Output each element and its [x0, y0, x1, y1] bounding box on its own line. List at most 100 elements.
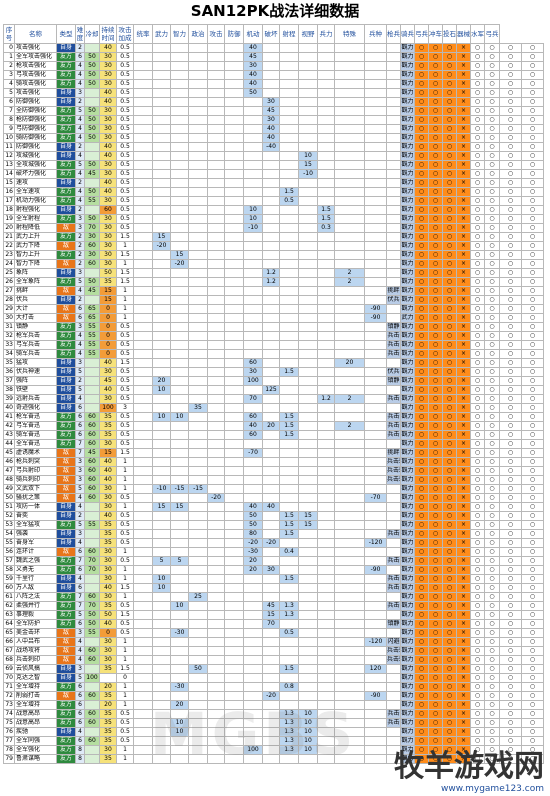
table-cell: 55 [84, 520, 100, 530]
table-cell: 兵击刺印 [386, 475, 401, 485]
table-cell: 30 [99, 196, 117, 206]
table-cell: ○ [484, 187, 500, 197]
table-cell: 18 [3, 205, 15, 215]
table-cell [207, 646, 225, 656]
table-cell [152, 421, 171, 431]
table-cell [133, 250, 153, 260]
table-cell [152, 43, 171, 53]
table-row: 22 武力下降敌 2 60 30 1 -20 觀力 ○ ○ ○ × ○ ○ ○ ○ [3, 241, 544, 251]
table-cell [317, 547, 335, 557]
table-cell [334, 520, 365, 530]
table-cell: 弓军奋迅 [14, 421, 57, 431]
table-cell [364, 421, 387, 431]
table-cell: 0 [99, 340, 117, 350]
table-cell: 4 [75, 133, 85, 143]
table-cell [170, 457, 189, 467]
header-row: 序号 名称 类型 难度 冷却 持续时间 攻击加成 统率 武力 智力 政治 攻击 防御 机动 破坏 射程 视野 兵力… [3, 24, 544, 44]
table-cell: ○ [414, 349, 429, 359]
table-cell [298, 349, 318, 359]
table-cell: ○ [484, 304, 500, 314]
table-cell: ○ [442, 259, 457, 269]
table-cell [188, 682, 208, 692]
table-cell [334, 97, 365, 107]
table-cell: ○ [521, 619, 544, 629]
table-cell: ○ [521, 655, 544, 665]
table-cell: ○ [414, 124, 429, 134]
table-cell: ○ [414, 538, 429, 548]
table-cell [133, 376, 153, 386]
table-row: 42 弓军奋迅 友方 6 60 35 0.5 40 20 1.5 2 兵击 觀力 ○ ○ ○ × ○ ○ ○ ○ [3, 421, 544, 431]
table-cell [133, 502, 153, 512]
table-cell: 3 [75, 475, 85, 485]
table-cell: ○ [442, 232, 457, 242]
table-cell [152, 520, 171, 530]
table-cell [279, 502, 299, 512]
table-cell: ○ [470, 601, 485, 611]
table-cell: ○ [484, 529, 500, 539]
table-cell [243, 475, 263, 485]
table-cell: 60 [84, 259, 100, 269]
table-cell: ○ [521, 313, 544, 323]
table-cell: ○ [470, 619, 485, 629]
table-cell [152, 628, 171, 638]
table-cell: 30 [99, 394, 117, 404]
table-cell: 觀力 [400, 151, 415, 161]
table-cell [133, 349, 153, 359]
table-cell [207, 322, 225, 332]
table-cell: ○ [442, 214, 457, 224]
column-header: 破坏 [262, 24, 280, 44]
table-cell [243, 259, 263, 269]
table-cell: ○ [442, 619, 457, 629]
table-cell: ○ [499, 637, 522, 647]
table-cell [262, 187, 280, 197]
table-cell: 30 [99, 367, 117, 377]
table-cell [152, 394, 171, 404]
table-cell: 觀力 [400, 628, 415, 638]
table-cell: 100 [84, 673, 100, 683]
table-cell [152, 592, 171, 602]
table-cell: 全军射程 [14, 214, 57, 224]
table-cell: ○ [414, 565, 429, 575]
table-cell: 40 [99, 466, 117, 476]
table-cell: 0.5 [116, 727, 134, 737]
table-cell: 兵击 [386, 718, 401, 728]
table-cell [243, 106, 263, 116]
table-cell: ○ [414, 592, 429, 602]
table-cell: ○ [428, 304, 443, 314]
table-cell [364, 196, 387, 206]
table-cell: ○ [442, 250, 457, 260]
table-cell [152, 601, 171, 611]
table-cell [152, 538, 171, 548]
table-cell: 3 [75, 88, 85, 98]
table-cell [364, 124, 387, 134]
table-cell [224, 448, 244, 458]
table-cell: ○ [499, 295, 522, 305]
table-cell: ○ [484, 403, 500, 413]
table-cell: ○ [428, 151, 443, 161]
table-cell: 57 [3, 556, 15, 566]
table-cell: ○ [499, 151, 522, 161]
table-cell: ○ [499, 214, 522, 224]
table-cell [262, 160, 280, 170]
table-cell [133, 520, 153, 530]
table-cell: 41 [3, 412, 15, 422]
table-cell: 15 [152, 502, 171, 512]
table-cell [152, 259, 171, 269]
table-cell: ○ [470, 97, 485, 107]
table-cell [298, 610, 318, 620]
table-cell [262, 655, 280, 665]
table-cell: 0.5 [116, 169, 134, 179]
table-cell [386, 79, 401, 89]
table-cell: 兵击 [386, 421, 401, 431]
table-cell [364, 574, 387, 584]
table-cell: ○ [442, 97, 457, 107]
table-cell: ○ [484, 466, 500, 476]
table-cell [188, 358, 208, 368]
table-cell: ○ [470, 142, 485, 152]
table-cell [133, 187, 153, 197]
table-cell: -90 [364, 691, 387, 701]
table-cell [224, 385, 244, 395]
table-cell: × [456, 412, 471, 422]
table-cell [207, 97, 225, 107]
table-cell: 3 [75, 268, 85, 278]
